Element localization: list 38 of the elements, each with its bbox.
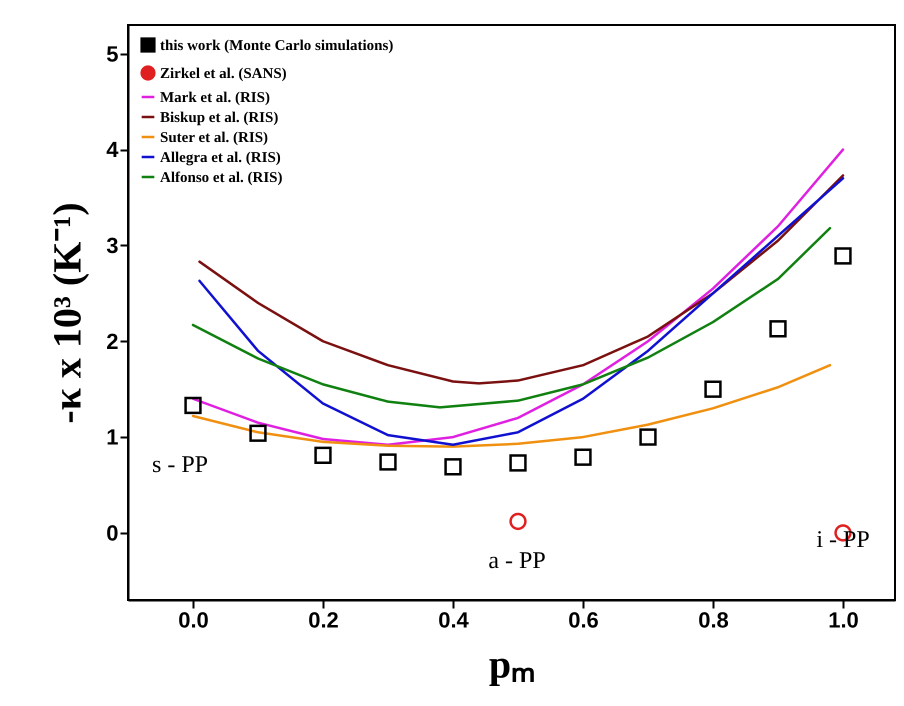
point	[834, 247, 852, 265]
x-tick-label: 0.2	[308, 608, 339, 632]
line-series	[192, 226, 832, 409]
y-tick-label: 5	[106, 41, 118, 66]
point	[379, 453, 397, 471]
annotation: s - PP	[152, 452, 208, 478]
point	[314, 446, 332, 464]
annotation: a - PP	[488, 548, 546, 574]
x-tick-label: 1.0	[828, 608, 859, 632]
x-tick-label: 0.8	[698, 608, 729, 632]
legend-label: Biskup et al. (RIS)	[160, 110, 278, 126]
y-tick-label: 1	[106, 424, 118, 450]
legend-label: Suter et al. (RIS)	[160, 130, 268, 146]
legend-label: this work (Monte Carlo simulations)	[160, 38, 394, 54]
y-tick-label: 2	[106, 328, 118, 354]
y-tick-label: 4	[106, 137, 120, 162]
x-tick-label: 0.0	[178, 608, 209, 632]
x-tick-label: 0.6	[568, 608, 599, 632]
annotation: i - PP	[816, 527, 870, 553]
point	[184, 396, 202, 414]
point	[444, 458, 462, 476]
point	[509, 512, 527, 530]
y-tick-label: 0	[106, 520, 118, 546]
point	[509, 454, 527, 472]
point	[249, 424, 267, 442]
legend-label: Alfonso et al. (RIS)	[160, 170, 282, 186]
y-tick-label: 3	[106, 232, 118, 258]
point	[639, 428, 657, 446]
legend-label: Zirkel et al. (SANS)	[160, 66, 287, 82]
x-tick-label: 0.4	[438, 608, 470, 632]
y-axis-title: -κ x 10³ (K⁻¹)	[44, 202, 90, 424]
legend-label: Allegra et al. (RIS)	[160, 150, 281, 166]
point	[769, 320, 787, 338]
point	[574, 448, 592, 466]
legend-label: Mark et al. (RIS)	[160, 90, 270, 106]
point	[704, 380, 722, 398]
line-series	[192, 364, 832, 448]
x-axis-title: pₘ	[488, 642, 536, 686]
